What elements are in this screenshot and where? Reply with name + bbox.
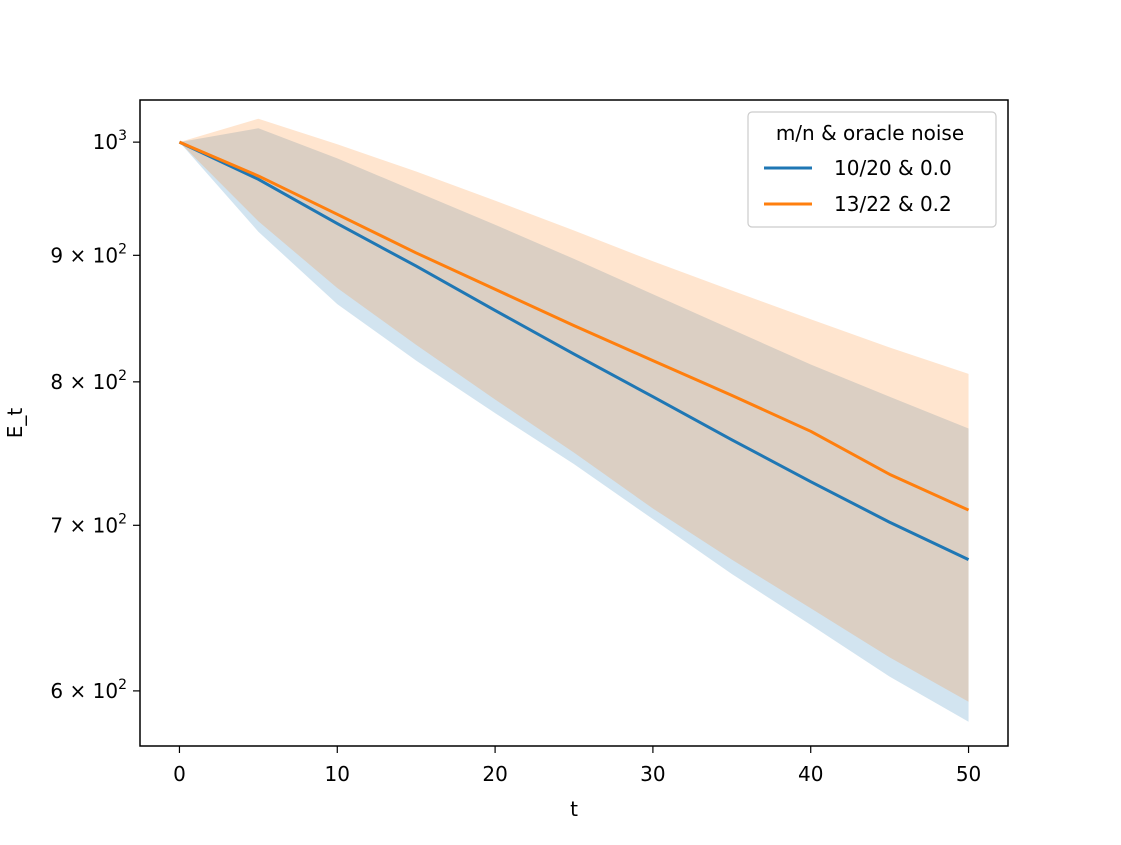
legend: m/n & oracle noise 10/20 & 0.0 13/22 & 0.… <box>747 111 997 228</box>
x-axis-label: t <box>570 797 578 821</box>
x-tick-label: 20 <box>482 762 507 786</box>
confidence-band-10-20-0-0 <box>179 128 969 722</box>
y-tick-label: 8 × 102 <box>50 368 127 394</box>
y-tick-label: 103 <box>93 128 127 154</box>
plot-area-frame <box>139 99 1009 747</box>
x-axis: 0 10 20 30 40 50 <box>173 746 981 786</box>
x-tick-label: 40 <box>798 762 823 786</box>
y-tick-label: 7 × 102 <box>50 511 127 537</box>
x-tick-label: 0 <box>173 762 186 786</box>
y-axis-label: E_t <box>3 408 27 439</box>
y-tick-label: 6 × 102 <box>50 677 127 703</box>
legend-title: m/n & oracle noise <box>776 121 964 145</box>
series-line-10-20-0-0 <box>178 140 970 561</box>
legend-label-10-20-0-0: 10/20 & 0.0 <box>834 156 952 180</box>
series-line-13-22-0-2 <box>178 140 970 512</box>
x-tick-label: 10 <box>325 762 350 786</box>
x-tick-label: 50 <box>956 762 981 786</box>
legend-label-13-22-0-2: 13/22 & 0.2 <box>834 192 952 216</box>
y-axis: 103 9 × 102 8 × 102 7 × 102 6 × 102 <box>50 128 140 703</box>
legend-entries: 10/20 & 0.0 13/22 & 0.2 <box>764 156 952 216</box>
series-lines <box>178 140 970 561</box>
y-tick-label: 9 × 102 <box>50 241 127 267</box>
x-tick-label: 30 <box>640 762 665 786</box>
confidence-band-13-22-0-2 <box>179 118 969 702</box>
confidence-bands <box>179 118 969 722</box>
legend-box <box>747 111 997 228</box>
